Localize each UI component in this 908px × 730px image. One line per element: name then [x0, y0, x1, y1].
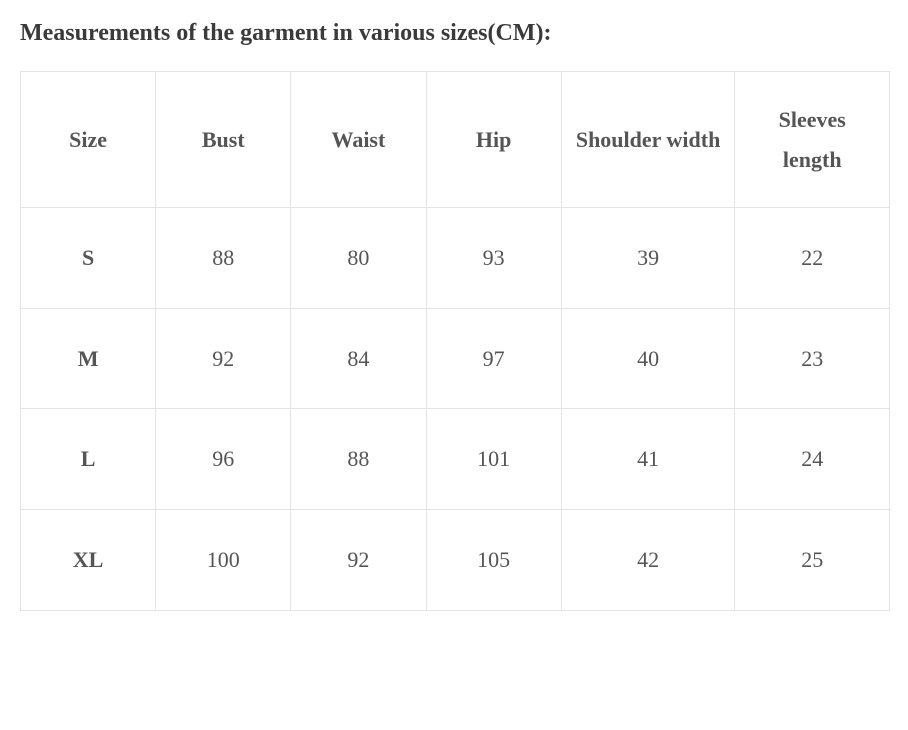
col-header-shoulder: Shoulder width	[561, 72, 735, 208]
cell-waist: 92	[291, 509, 426, 610]
cell-sleeves: 24	[735, 409, 890, 510]
cell-hip: 101	[426, 409, 561, 510]
cell-shoulder: 41	[561, 409, 735, 510]
table-header-row: Size Bust Waist Hip Shoulder width Sleev…	[21, 72, 890, 208]
cell-bust: 92	[156, 308, 291, 409]
page-title: Measurements of the garment in various s…	[20, 20, 888, 47]
cell-size: S	[21, 208, 156, 309]
cell-sleeves: 25	[735, 509, 890, 610]
table-row: L 96 88 101 41 24	[21, 409, 890, 510]
col-header-bust: Bust	[156, 72, 291, 208]
col-header-waist: Waist	[291, 72, 426, 208]
cell-sleeves: 23	[735, 308, 890, 409]
table-row: M 92 84 97 40 23	[21, 308, 890, 409]
cell-waist: 84	[291, 308, 426, 409]
cell-hip: 105	[426, 509, 561, 610]
cell-bust: 100	[156, 509, 291, 610]
cell-shoulder: 40	[561, 308, 735, 409]
cell-shoulder: 42	[561, 509, 735, 610]
cell-shoulder: 39	[561, 208, 735, 309]
measurements-table: Size Bust Waist Hip Shoulder width Sleev…	[20, 71, 890, 611]
col-header-sleeves: Sleeves length	[735, 72, 890, 208]
cell-bust: 88	[156, 208, 291, 309]
cell-size: L	[21, 409, 156, 510]
table-row: S 88 80 93 39 22	[21, 208, 890, 309]
cell-waist: 88	[291, 409, 426, 510]
table-row: XL 100 92 105 42 25	[21, 509, 890, 610]
col-header-size: Size	[21, 72, 156, 208]
cell-size: M	[21, 308, 156, 409]
cell-hip: 93	[426, 208, 561, 309]
col-header-hip: Hip	[426, 72, 561, 208]
cell-sleeves: 22	[735, 208, 890, 309]
cell-waist: 80	[291, 208, 426, 309]
cell-hip: 97	[426, 308, 561, 409]
cell-bust: 96	[156, 409, 291, 510]
cell-size: XL	[21, 509, 156, 610]
